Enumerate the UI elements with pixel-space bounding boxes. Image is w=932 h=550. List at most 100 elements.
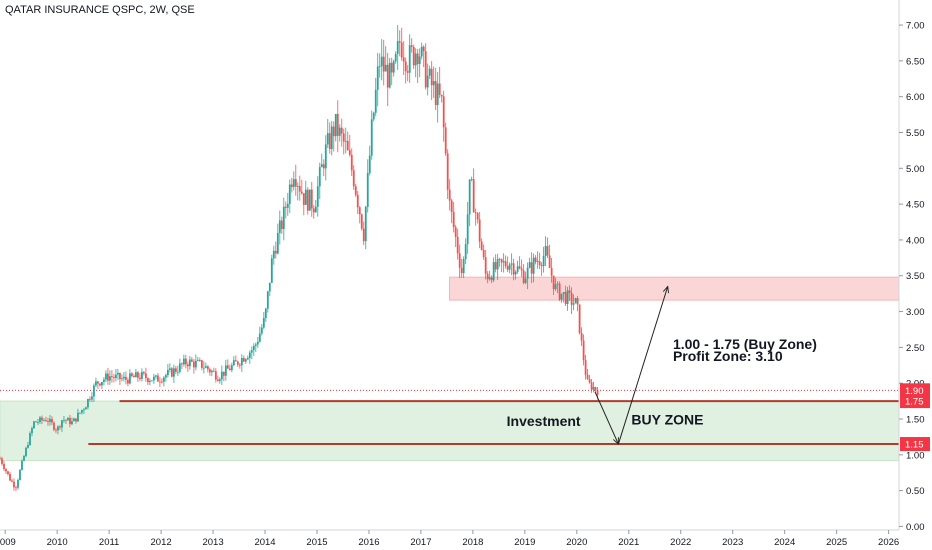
candle-body bbox=[33, 421, 35, 429]
candle-body bbox=[440, 94, 443, 97]
candle-body bbox=[368, 155, 371, 174]
candle-body bbox=[524, 278, 527, 283]
candle-body bbox=[7, 471, 9, 475]
x-tick-label: 2015 bbox=[306, 537, 327, 548]
candle-body bbox=[170, 368, 173, 377]
candle-body bbox=[232, 360, 235, 366]
candle-body bbox=[580, 333, 583, 341]
candle-body bbox=[430, 68, 433, 86]
candle-body bbox=[252, 345, 255, 351]
candle-body bbox=[166, 369, 169, 376]
candle-body bbox=[91, 396, 93, 400]
candle-body bbox=[432, 81, 435, 86]
y-tick-label: 6.50 bbox=[906, 56, 925, 67]
candle-body bbox=[424, 51, 427, 88]
x-tick-label: 2016 bbox=[358, 537, 379, 548]
candle-body bbox=[186, 364, 189, 367]
candle-body bbox=[426, 75, 429, 88]
candle-body bbox=[466, 214, 469, 245]
candle-body bbox=[326, 133, 329, 145]
candle-body bbox=[464, 244, 467, 260]
candle-body bbox=[354, 186, 357, 195]
candle-body bbox=[139, 377, 141, 379]
candle-body bbox=[564, 292, 567, 304]
y-tick-label: 0.50 bbox=[906, 486, 925, 497]
candle-body bbox=[133, 376, 135, 378]
price-label-box bbox=[900, 394, 930, 409]
candle-body bbox=[322, 164, 325, 169]
candle-body bbox=[228, 368, 231, 371]
candle-body bbox=[226, 365, 229, 369]
y-tick-label: 0.00 bbox=[906, 522, 925, 533]
candle-body bbox=[462, 259, 465, 274]
candle-body bbox=[256, 341, 259, 345]
candle-body bbox=[192, 361, 195, 368]
candle-body bbox=[404, 61, 407, 72]
candle-body bbox=[450, 200, 453, 213]
annotation-text: Investment bbox=[507, 413, 581, 429]
candle-body bbox=[286, 203, 289, 208]
candle-body bbox=[540, 265, 543, 267]
candle-body bbox=[158, 381, 161, 383]
candle-body bbox=[224, 365, 227, 376]
candle-body bbox=[121, 378, 123, 380]
candle-body bbox=[394, 53, 397, 62]
candle-body bbox=[246, 357, 249, 360]
x-tick-label: 2026 bbox=[878, 537, 899, 548]
price-label: 1.90 bbox=[905, 386, 924, 397]
x-tick-label: 2024 bbox=[774, 537, 795, 548]
candle-body bbox=[19, 469, 21, 480]
candle-body bbox=[210, 370, 213, 373]
candle-body bbox=[105, 373, 107, 380]
candle-body bbox=[270, 258, 273, 283]
candle-body bbox=[87, 399, 89, 408]
candle-body bbox=[344, 140, 347, 142]
candle-body bbox=[560, 293, 563, 300]
x-tick-label: 2023 bbox=[722, 537, 743, 548]
candle-body bbox=[264, 308, 267, 319]
candle-body bbox=[254, 344, 257, 346]
candle-body bbox=[390, 62, 393, 73]
candle-body bbox=[526, 267, 529, 279]
candle-body bbox=[554, 284, 557, 290]
candle-body bbox=[594, 387, 597, 391]
candle-body bbox=[230, 365, 233, 371]
candle-body bbox=[446, 153, 449, 190]
candle-body bbox=[288, 184, 291, 204]
candle-body bbox=[127, 379, 129, 384]
x-tick-label: 2013 bbox=[202, 537, 223, 548]
candle-body bbox=[428, 68, 431, 76]
annotation-text: Profit Zone: 3.10 bbox=[673, 348, 783, 364]
candle-body bbox=[143, 372, 145, 374]
candle-body bbox=[448, 189, 451, 201]
price-label: 1.75 bbox=[905, 397, 924, 408]
x-tick-label: 2014 bbox=[254, 537, 275, 548]
candle-body bbox=[506, 266, 509, 270]
candle-body bbox=[75, 418, 77, 422]
candle-body bbox=[290, 184, 293, 187]
candle-body bbox=[416, 53, 419, 65]
x-tick-label: 2011 bbox=[99, 537, 119, 548]
candle-body bbox=[454, 227, 457, 237]
candle-body bbox=[578, 304, 581, 334]
y-tick-label: 3.50 bbox=[906, 271, 925, 282]
candle-body bbox=[556, 283, 559, 285]
candle-body bbox=[310, 189, 313, 209]
candle-body bbox=[141, 372, 143, 379]
candle-body bbox=[414, 53, 417, 66]
candle-body bbox=[77, 412, 79, 422]
arrow-line bbox=[594, 391, 618, 444]
candle-body bbox=[272, 250, 275, 259]
candle-body bbox=[378, 66, 381, 68]
candle-body bbox=[212, 370, 215, 372]
candle-body bbox=[276, 232, 279, 254]
candle-body bbox=[284, 206, 287, 208]
candle-body bbox=[45, 420, 47, 422]
candle-body bbox=[190, 359, 193, 362]
candle-body bbox=[534, 257, 537, 262]
candle-body bbox=[172, 368, 175, 377]
candle-body bbox=[216, 379, 219, 381]
candle-body bbox=[115, 374, 117, 378]
candle-body bbox=[107, 373, 109, 381]
